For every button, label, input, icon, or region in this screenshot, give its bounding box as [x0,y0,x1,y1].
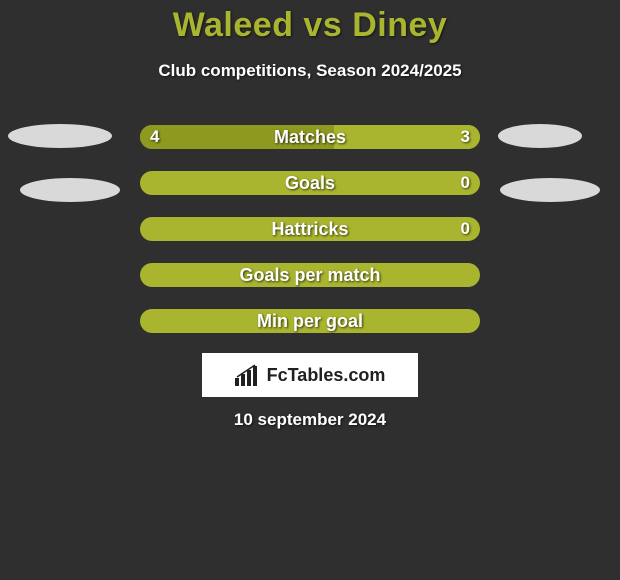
bar-track [140,125,480,149]
date-text: 10 september 2024 [0,410,620,430]
bar-track [140,217,480,241]
stat-value-right: 3 [461,127,470,147]
subtitle: Club competitions, Season 2024/2025 [0,61,620,81]
decorative-ellipse [500,178,600,202]
decorative-ellipse [498,124,582,148]
player-right-name: Diney [352,6,447,44]
decorative-ellipse [8,124,112,148]
player-left-name: Waleed [173,6,294,44]
bar-fill-right [334,125,480,149]
stats-container: Matches43Goals0Hattricks0Goals per match… [0,114,620,344]
decorative-ellipse [20,178,120,202]
vs-text: vs [303,6,342,44]
bar-track [140,309,480,333]
page-title: Waleed vs Diney [0,0,620,45]
logo-text: FcTables.com [267,365,386,386]
bar-fill-left [140,125,334,149]
bar-chart-icon [235,364,261,386]
bar-track [140,171,480,195]
stat-row: Hattricks0 [0,206,620,252]
stat-value-left: 4 [150,127,159,147]
bar-track [140,263,480,287]
stat-value-right: 0 [461,219,470,239]
stat-row: Min per goal [0,298,620,344]
stat-value-right: 0 [461,173,470,193]
stat-row: Goals per match [0,252,620,298]
fctables-logo: FcTables.com [202,353,418,397]
